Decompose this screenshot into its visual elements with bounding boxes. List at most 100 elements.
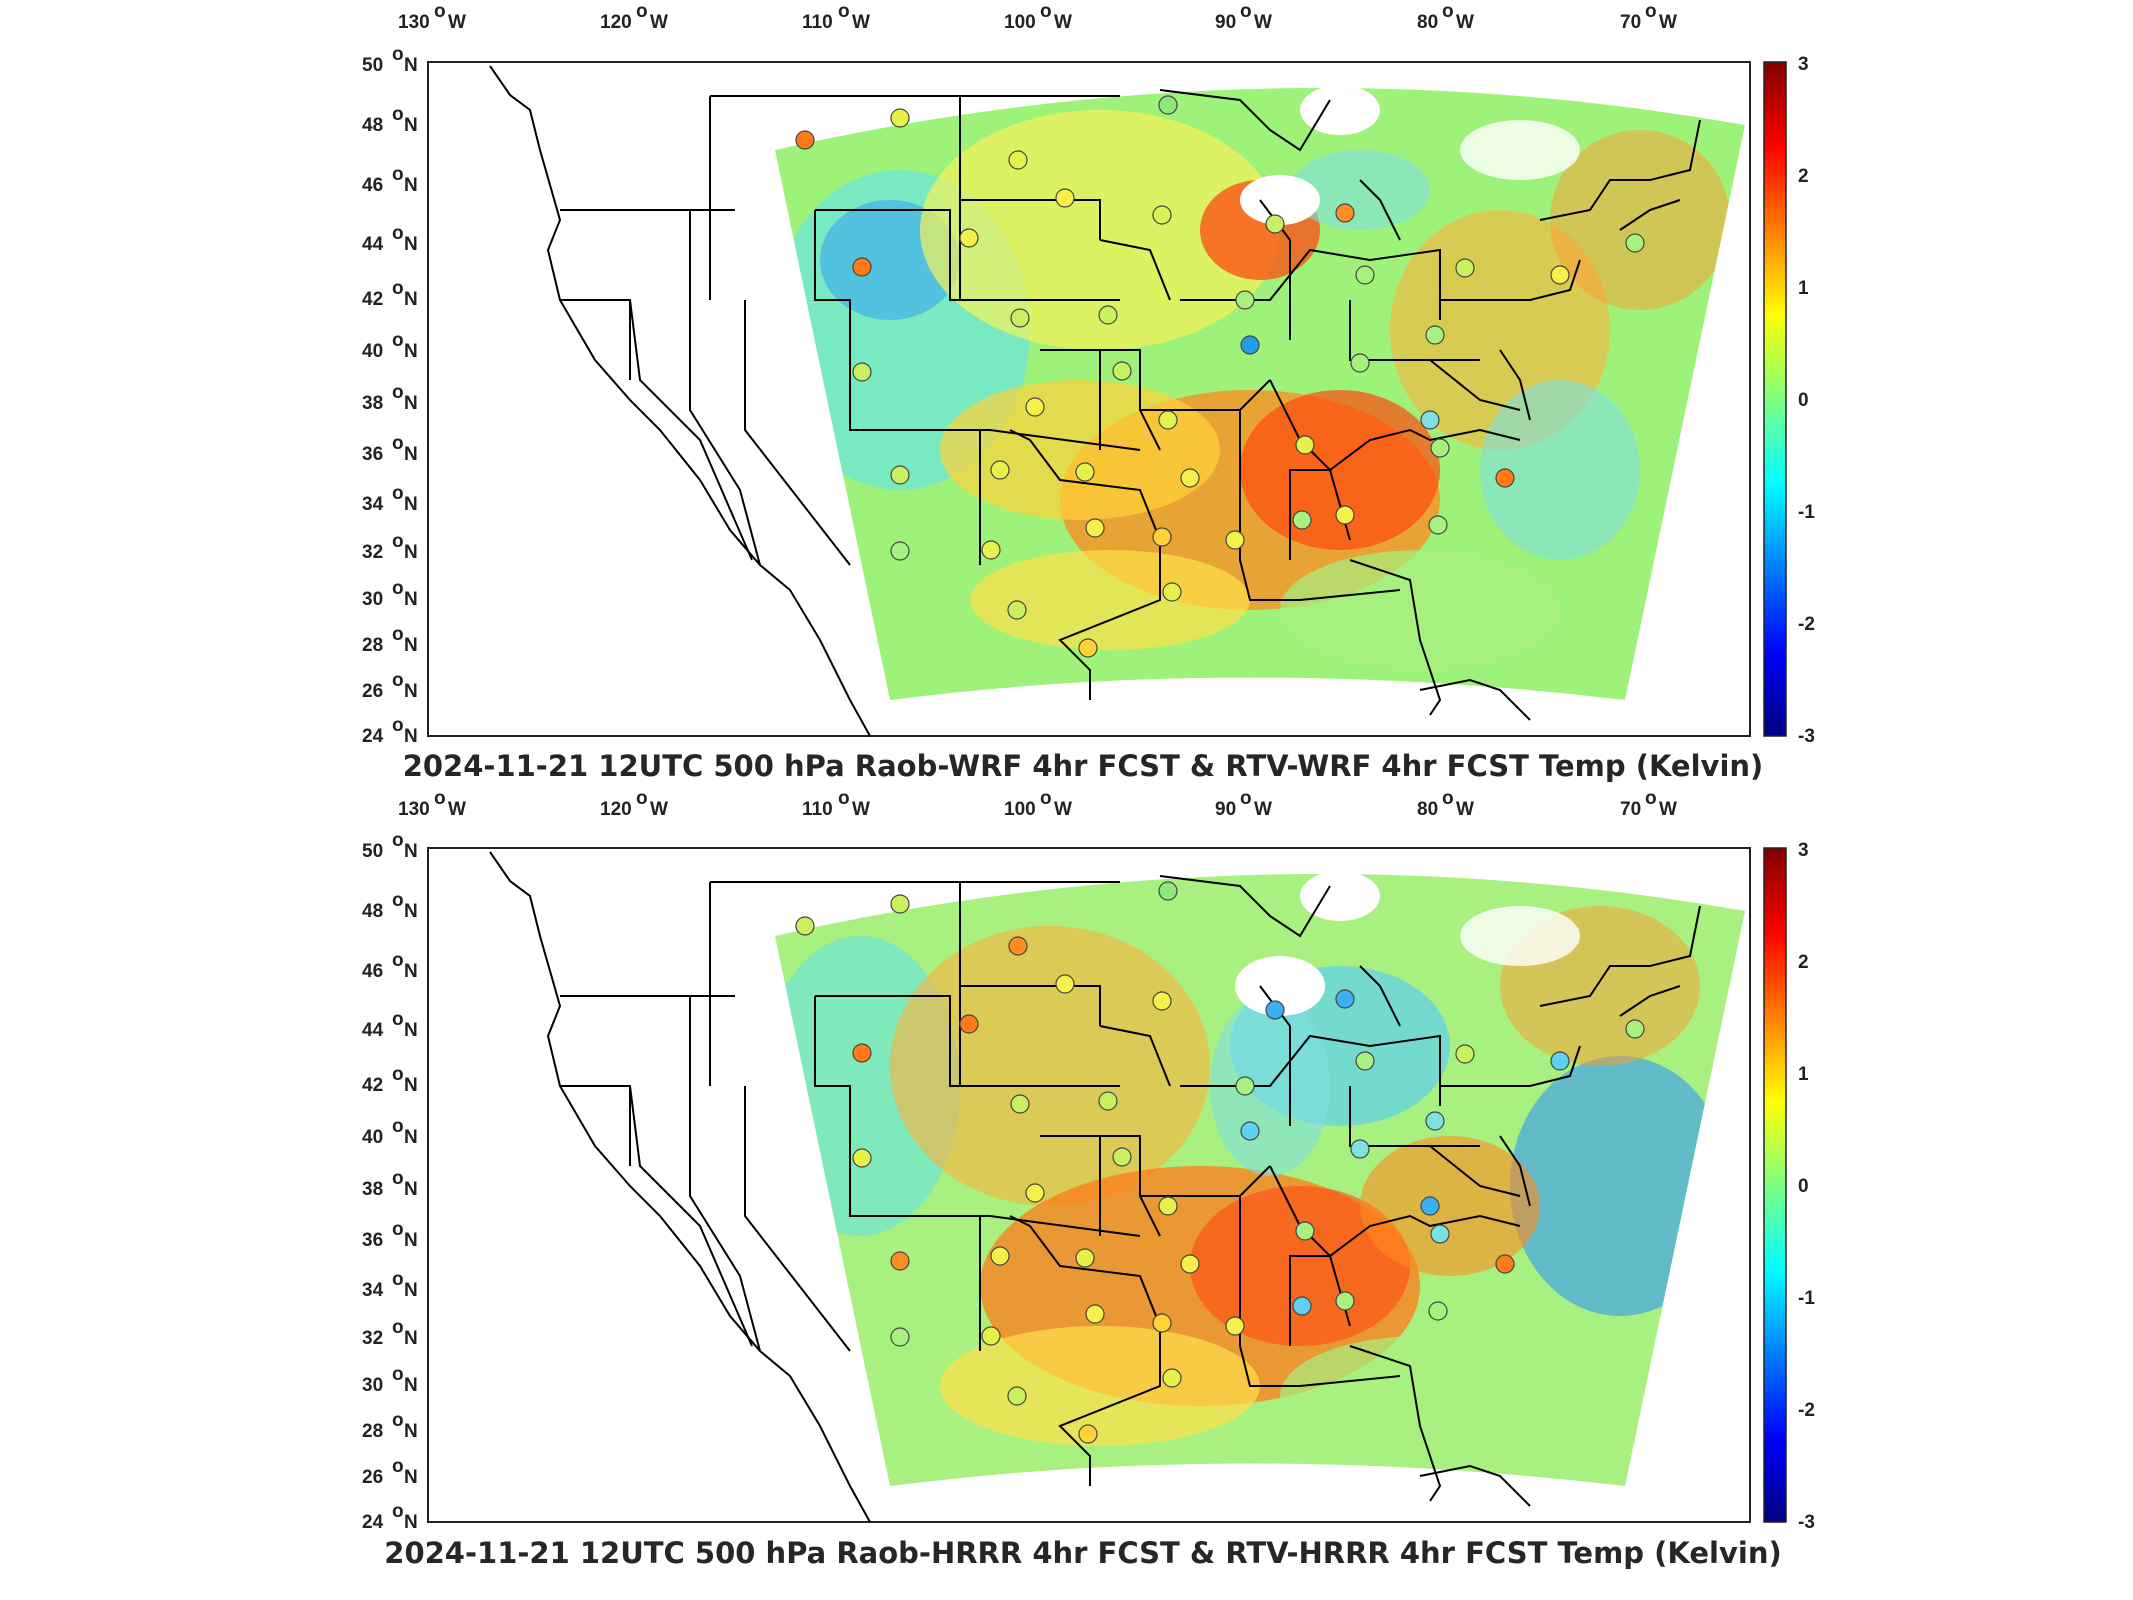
svg-text:o: o [1040,790,1052,809]
raob-station-marker [1098,1091,1118,1111]
lat-tick: 30 [362,1375,383,1396]
lat-tick: 46 [362,961,383,982]
raob-station-marker [1550,1051,1570,1071]
colorbar-tick: -2 [1798,1400,1815,1421]
raob-station-marker [1265,1000,1285,1020]
lat-tick: 50 [362,55,383,76]
raob-station-marker [1152,205,1172,225]
svg-text:N: N [404,681,418,702]
raob-station-marker [1295,435,1315,455]
raob-station-marker [1430,1224,1450,1244]
raob-station-marker [1225,1316,1245,1336]
svg-text:o: o [392,104,404,125]
raob-station-marker [1112,1147,1132,1167]
lon-tick: 130 [398,799,430,820]
lon-tick: 100 [1004,799,1036,820]
lat-tick: 32 [362,1328,383,1349]
raob-station-marker [1025,397,1045,417]
raob-station-marker [1455,1044,1475,1064]
svg-text:o: o [392,330,404,351]
svg-text:o: o [1645,1,1657,22]
svg-text:N: N [404,1328,418,1349]
raob-station-marker [1180,1254,1200,1274]
raob-station-marker [1428,515,1448,535]
lat-tick: 44 [362,234,384,255]
svg-text:o: o [392,223,404,244]
raob-station-marker [1350,1139,1370,1159]
svg-text:o: o [1240,790,1252,809]
svg-text:o: o [392,44,404,65]
raob-station-marker [852,362,872,382]
svg-text:o: o [392,1364,404,1385]
lat-tick: 44 [362,1020,384,1041]
svg-text:N: N [404,1127,418,1148]
lon-tick: 70 [1620,12,1641,33]
lat-tick: 50 [362,841,383,862]
svg-text:o: o [1442,790,1454,809]
lon-tick: 70 [1620,799,1641,820]
raob-station-marker [1625,233,1645,253]
raob-station-marker [795,130,815,150]
lon-tick: 80 [1417,799,1438,820]
raob-station-marker [1355,265,1375,285]
raob-station-marker [1008,150,1028,170]
colorbar-tick: 2 [1798,166,1809,187]
svg-text:N: N [404,341,418,362]
raob-station-marker [1425,325,1445,345]
lon-suffix: W [852,12,870,33]
raob-station-marker [1625,1019,1645,1039]
raob-station-marker [1235,290,1255,310]
lat-tick: 40 [362,1127,383,1148]
svg-text:N: N [404,1467,418,1488]
svg-text:o: o [838,1,850,22]
longitude-ticks: 130 120 110 100 90 80 70 o W o W o W o W… [398,790,1677,820]
raob-station-marker [1085,1304,1105,1324]
lat-tick: 28 [362,635,383,656]
raob-station-marker [1152,1313,1172,1333]
lat-tick: 28 [362,1421,383,1442]
svg-text:o: o [392,950,404,971]
lat-tick: 34 [362,1280,384,1301]
lat-tick: 24 [362,726,384,747]
svg-text:N: N [404,1179,418,1200]
colorbar-tick: -3 [1798,726,1815,747]
lon-tick: 80 [1417,12,1438,33]
raob-station-marker [1428,1301,1448,1321]
lon-tick: 100 [1004,12,1036,33]
raob-station-marker [852,1148,872,1168]
lat-tick: 26 [362,681,383,702]
lat-tick: 38 [362,393,383,414]
lat-tick: 48 [362,115,383,136]
raob-station-marker [1420,410,1440,430]
raob-station-marker [1078,1424,1098,1444]
lon-suffix: W [1254,799,1272,820]
lon-tick: 120 [600,12,632,33]
raob-station-marker [890,541,910,561]
raob-station-marker [1265,214,1285,234]
lat-tick: 38 [362,1179,383,1200]
svg-text:N: N [404,1280,418,1301]
svg-text:o: o [392,1064,404,1085]
lon-tick: 110 [802,799,833,820]
raob-station-marker [1292,1296,1312,1316]
svg-text:o: o [392,1410,404,1431]
svg-text:o: o [392,624,404,645]
svg-text:N: N [404,1075,418,1096]
svg-text:N: N [404,444,418,465]
svg-text:N: N [404,841,418,862]
raob-station-marker [1295,1221,1315,1241]
svg-text:o: o [636,790,648,809]
colorbar-tick: 0 [1798,390,1809,411]
raob-station-marker [1112,361,1132,381]
lon-tick: 90 [1215,799,1236,820]
svg-text:o: o [392,715,404,736]
longitude-ticks: 130 120 110 100 90 80 70 o W o W o W o W… [398,1,1677,33]
svg-text:N: N [404,234,418,255]
svg-text:o: o [1442,1,1454,22]
raob-station-marker [1158,881,1178,901]
raob-station-marker [1180,468,1200,488]
map-figure: 130 120 110 100 90 80 70 o W o W o W o W… [362,1,1815,783]
lon-tick: 90 [1215,12,1236,33]
